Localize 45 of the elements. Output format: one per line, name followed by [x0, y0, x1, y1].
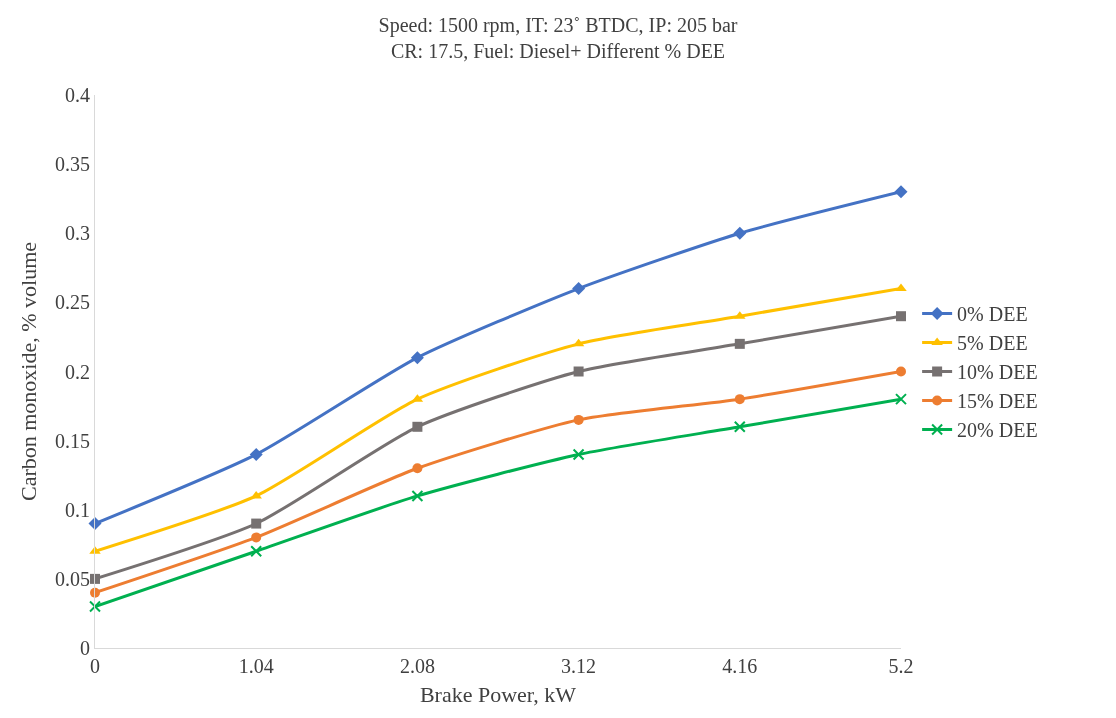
point: [895, 393, 907, 406]
point: [410, 351, 424, 365]
y-tick-label: 0.4: [65, 84, 90, 106]
x-tick-label: 5.2: [888, 655, 914, 677]
x-axis-title: Brake Power, kW: [419, 681, 577, 707]
point: [733, 226, 747, 240]
y-tick-label: 0.3: [65, 222, 90, 245]
point: [573, 366, 584, 377]
y-tick-label: 0.35: [55, 153, 90, 176]
point: [572, 282, 586, 296]
legend-label: 10% DEE: [957, 361, 1038, 384]
point: [90, 573, 100, 584]
point: [573, 414, 584, 425]
y-axis-title: Carbon monoxide, % volume: [15, 241, 41, 502]
x-tick-label: 4.16: [722, 655, 758, 677]
x-tick-label: 1.04: [238, 655, 274, 677]
x-tick-label: 2.08: [399, 655, 435, 677]
point: [896, 366, 906, 377]
point: [411, 489, 424, 502]
legend-label: 0% DEE: [957, 303, 1028, 326]
y-tick-label: 0.15: [55, 429, 90, 452]
legend-label: 15% DEE: [957, 390, 1038, 413]
point: [733, 420, 746, 433]
x-tick-label: 3.12: [561, 655, 597, 677]
y-tick-label: 0.1: [65, 498, 90, 521]
point: [251, 518, 262, 529]
chart-title: Speed: 1500 rpm, IT: 23˚ BTDC, IP: 205 bar CR: 17.5, Fuel: Diesel+ Different % DEE: [378, 14, 738, 63]
point: [734, 394, 745, 405]
y-tick-label: 0.2: [65, 360, 90, 383]
y-tick-label: 0: [80, 637, 90, 659]
point: [412, 463, 423, 474]
point: [251, 532, 262, 543]
point: [896, 311, 906, 322]
point: [249, 447, 263, 461]
point: [895, 283, 907, 292]
y-tick-label: 0.25: [55, 291, 90, 314]
legend-label: 5% DEE: [957, 332, 1028, 355]
y-tick-label: 0.05: [55, 567, 90, 590]
point: [89, 600, 101, 613]
point: [894, 185, 908, 199]
legend-label: 20% DEE: [957, 419, 1038, 442]
point: [250, 545, 263, 558]
point: [734, 338, 745, 349]
point: [412, 421, 423, 432]
point: [572, 448, 585, 461]
